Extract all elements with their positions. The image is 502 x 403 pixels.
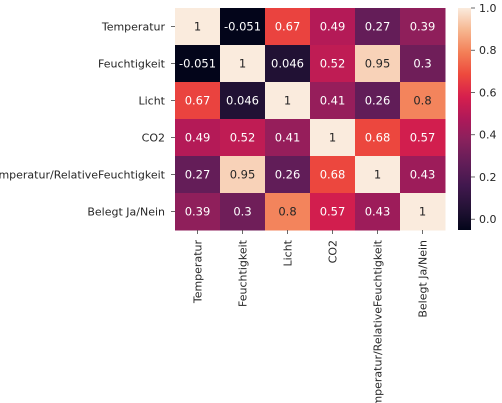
cell-annotation: 0.26 [365,94,391,108]
row-label: Feuchtigkeit [98,58,166,71]
cell-annotation: -0.051 [224,20,261,34]
heatmap-cell [220,45,266,83]
heatmap-cell [175,156,221,194]
cell-annotation: 0.49 [185,131,211,145]
cell-annotation: -0.051 [179,57,216,71]
heatmap-cell [400,156,446,194]
heatmap-cell [400,119,446,157]
cell-annotation: 0.52 [320,57,346,71]
heatmap-cell [220,156,266,194]
heatmap-cell [355,8,401,46]
row-label: Temperatur [101,21,166,34]
colorbar-gradient [458,8,471,230]
heatmap-cell [175,8,221,46]
heatmap-cells: 1 -0.051 0.67 0.49 0.27 0.39 -0.051 1 0.046 0.52 0… [175,8,446,231]
row-labels: Temperatur Feuchtigkeit Licht CO2 Temperatur… [0,21,175,219]
heatmap-cell [265,45,311,83]
cell-annotation: 0.95 [365,57,391,71]
colorbar-tick-label: 0.8 [479,44,497,57]
cell-annotation: 1 [239,57,246,71]
heatmap-cell [310,119,356,157]
cell-annotation: 0.57 [410,131,436,145]
row-label: Licht [138,95,165,108]
colorbar-tick-label: 1.0 [479,2,497,15]
cell-annotation: 0.3 [413,57,431,71]
cell-annotation: 0.68 [320,168,346,182]
colorbar-tick-label: 0.4 [479,129,497,142]
heatmap-cell [400,45,446,83]
heatmap-cell [355,119,401,157]
row-label: Temperatur/RelativeFeuchtigkeit [0,169,166,182]
cell-annotation: 0.26 [275,168,301,182]
cell-annotation: 0.67 [185,94,211,108]
cell-annotation: 0.3 [233,205,251,219]
cell-annotation: 0.39 [185,205,211,219]
heatmap-cell [265,8,311,46]
cell-annotation: 0.046 [271,57,304,71]
cell-annotation: 0.41 [275,131,301,145]
heatmap-cell [175,193,221,231]
heatmap-cell [355,45,401,83]
cell-annotation: 1 [329,131,336,145]
cell-annotation: 0.43 [365,205,391,219]
cell-annotation: 0.52 [230,131,256,145]
row-label: Belegt Ja/Nein [87,206,165,219]
cell-annotation: 1 [284,94,291,108]
cell-annotation: 0.43 [410,168,436,182]
column-label: Temperatur [192,240,205,305]
cell-annotation: 0.39 [410,20,436,34]
heatmap-cell [310,156,356,194]
heatmap-cell [220,119,266,157]
heatmap-cell [175,119,221,157]
heatmap-cell [400,193,446,231]
heatmap-cell [310,82,356,120]
cell-annotation: 0.8 [413,94,431,108]
heatmap-cell [220,82,266,120]
heatmap-cell [310,45,356,83]
heatmap-cell [265,119,311,157]
colorbar: 0.0 0.2 0.4 0.6 0.8 1.0 [458,2,497,230]
cell-annotation: 0.046 [226,94,259,108]
heatmap-cell [355,193,401,231]
heatmap-cell [400,8,446,46]
colorbar-tick-label: 0.6 [479,86,497,99]
column-label: Licht [282,239,295,266]
cell-annotation: 0.27 [185,168,211,182]
cell-annotation: 0.27 [365,20,391,34]
heatmap-cell [265,82,311,120]
column-label: CO2 [327,240,340,263]
colorbar-tick-label: 0.0 [479,213,497,226]
row-label: CO2 [142,132,165,145]
column-labels: Temperatur Feuchtigkeit Licht CO2 Temperatur… [192,230,430,403]
column-label: Belegt Ja/Nein [417,240,430,318]
cell-annotation: 0.68 [365,131,391,145]
column-label: Feuchtigkeit [237,239,250,307]
cell-annotation: 0.57 [320,205,346,219]
heatmap-cell [355,156,401,194]
heatmap-cell [355,82,401,120]
heatmap-cell [220,8,266,46]
cell-annotation: 0.67 [275,20,301,34]
heatmap-cell [265,156,311,194]
column-label: Temperatur/RelativeFeuchtigkeit [372,239,385,403]
cell-annotation: 0.95 [230,168,256,182]
cell-annotation: 0.41 [320,94,346,108]
heatmap-cell [265,193,311,231]
heatmap-cell [400,82,446,120]
heatmap-cell [310,193,356,231]
cell-annotation: 1 [374,168,381,182]
cell-annotation: 1 [194,20,201,34]
heatmap-cell [310,8,356,46]
cell-annotation: 0.49 [320,20,346,34]
cell-annotation: 1 [419,205,426,219]
heatmap-cell [220,193,266,231]
colorbar-tick-label: 0.2 [479,171,497,184]
heatmap-cell [175,82,221,120]
cell-annotation: 0.8 [278,205,296,219]
heatmap-cell [175,45,221,83]
